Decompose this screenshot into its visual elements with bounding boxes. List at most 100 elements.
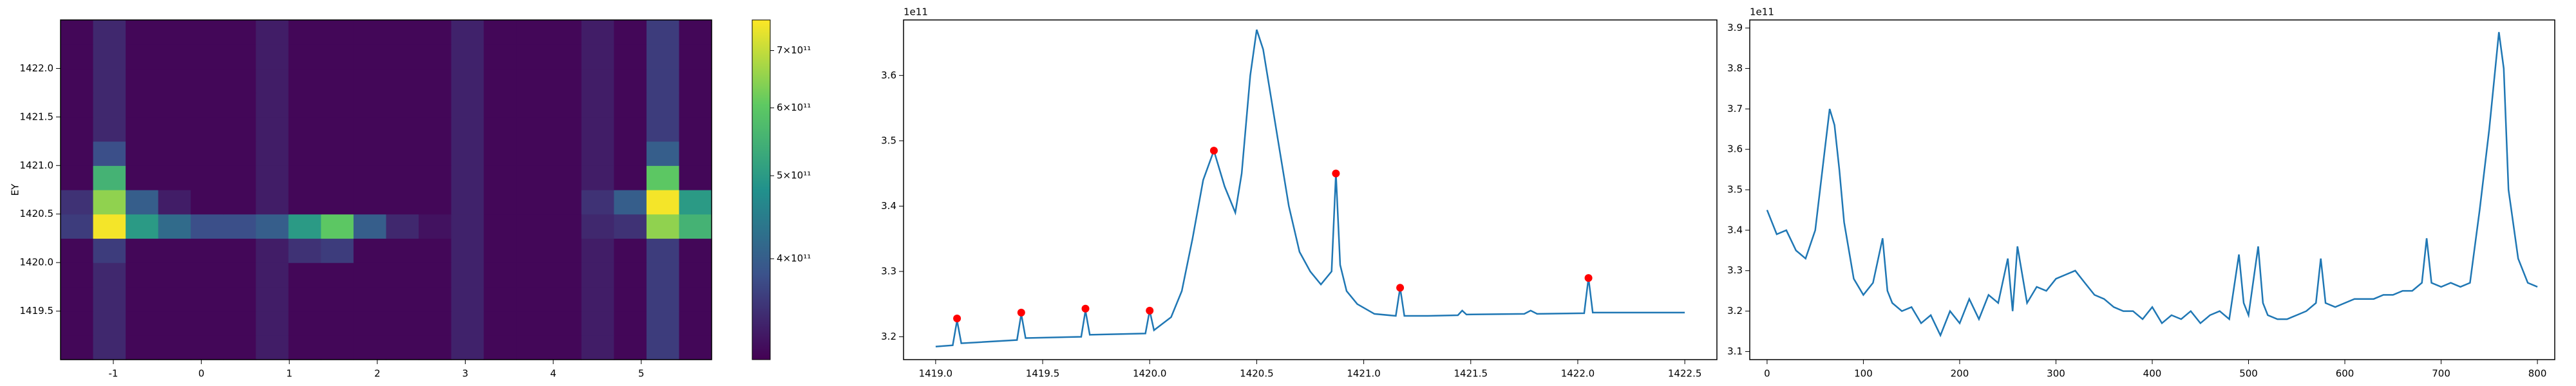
heatmap-cell (61, 93, 94, 118)
y-tick-label: 3.5 (1727, 184, 1743, 196)
heatmap-cell (484, 20, 517, 45)
heatmap-cell (223, 286, 256, 312)
heatmap-cell (646, 311, 680, 336)
heatmap-cell (419, 190, 452, 215)
heatmap-cell (419, 116, 452, 142)
heatmap-cell (451, 68, 484, 93)
heatmap-cell (549, 68, 582, 93)
heatmap-cell (451, 238, 484, 263)
heatmap-cell (484, 262, 517, 288)
heatmap-cell (126, 311, 159, 336)
y-tick-label: 3.6 (1727, 143, 1743, 155)
heatmap-cell (484, 116, 517, 142)
heatmap-cell (386, 20, 419, 45)
heatmap-cell (158, 141, 191, 166)
heatmap-cell (321, 214, 354, 239)
heatmap-cell (484, 286, 517, 312)
axes-frame (903, 19, 1718, 360)
peak-marker (1146, 306, 1154, 315)
heatmap-cell (679, 238, 712, 263)
heatmap-cell (256, 44, 289, 69)
heatmap-cell (516, 214, 549, 239)
heatmap-cell (549, 190, 582, 215)
heatmap-cell (549, 165, 582, 190)
heatmap-cell (484, 68, 517, 93)
heatmap-cell (61, 116, 94, 142)
heatmap-cell (484, 141, 517, 166)
heatmap-cell (191, 214, 224, 239)
heatmap-cell (158, 335, 191, 360)
heatmap-cell (646, 44, 680, 69)
heatmap-cell (516, 20, 549, 45)
heatmap-cell (516, 311, 549, 336)
heatmap-cell (679, 68, 712, 93)
heatmap-cell (581, 68, 614, 93)
peak-marker (1209, 147, 1218, 155)
heatmap-cell (353, 190, 387, 215)
heatmap-cell (516, 262, 549, 288)
heatmap-cell (256, 214, 289, 239)
heatmap-cell (386, 93, 419, 118)
heatmap-cell (126, 165, 159, 190)
heatmap-cell (93, 311, 126, 336)
heatmap-cell (93, 335, 126, 360)
heatmap-cell (288, 20, 321, 45)
heatmap-cell (679, 262, 712, 288)
heatmap-cell (386, 238, 419, 263)
heatmap-cell (516, 238, 549, 263)
peak-marker (1584, 274, 1593, 282)
peak-marker (1017, 308, 1025, 317)
heatmap-cell (679, 190, 712, 215)
heatmap-cell (646, 141, 680, 166)
heatmap-cell (614, 68, 647, 93)
heatmap-cell (191, 93, 224, 118)
heatmap-cell (386, 190, 419, 215)
heatmap-cell (93, 116, 126, 142)
heatmap-cell (614, 116, 647, 142)
heatmap-cell (614, 335, 647, 360)
heatmap-cell (256, 262, 289, 288)
heatmap-cell (353, 238, 387, 263)
heatmap-cell (614, 190, 647, 215)
y-tick-label: 1421.0 (20, 160, 54, 171)
heatmap-cell (679, 141, 712, 166)
heatmap-cell (353, 44, 387, 69)
y-tick-label: 3.4 (881, 200, 896, 212)
x-tick-label: 300 (2047, 368, 2065, 380)
heatmap-cell (223, 20, 256, 45)
heatmap-cell (484, 311, 517, 336)
heatmap-cell (191, 262, 224, 288)
x-tick-label: 2 (374, 368, 381, 380)
heatmap-cell (581, 238, 614, 263)
heatmap-cell (484, 190, 517, 215)
x-tick-label: 1422.5 (1668, 368, 1702, 380)
peak-marker (1396, 284, 1405, 292)
heatmap-cell (353, 214, 387, 239)
heatmap-cell (256, 286, 289, 312)
heatmap-cell (61, 335, 94, 360)
heatmap-cell (321, 20, 354, 45)
heatmap-cell (321, 68, 354, 93)
heatmap-cell (516, 335, 549, 360)
heatmap-cell (191, 116, 224, 142)
heatmap-cell (288, 286, 321, 312)
heatmap-cell (614, 141, 647, 166)
heatmap-cell (581, 335, 614, 360)
heatmap-cell (353, 20, 387, 45)
offset-label: 1e11 (1750, 6, 1774, 18)
heatmap-cell (256, 238, 289, 263)
heatmap-cell (191, 190, 224, 215)
heatmap-cell (581, 44, 614, 69)
heatmap-cell (321, 335, 354, 360)
heatmap-cell (61, 20, 94, 45)
y-tick-label: 1421.5 (20, 111, 54, 122)
heatmap-cell (126, 335, 159, 360)
heatmap-cell (646, 286, 680, 312)
colorbar-tick-label: 4×10¹¹ (777, 253, 811, 264)
heatmap-cell (321, 311, 354, 336)
peak-marker (1081, 304, 1090, 313)
x-tick-label: 500 (2239, 368, 2258, 380)
heatmap-cell (191, 165, 224, 190)
heatmap-cell (158, 311, 191, 336)
heatmap-cell (158, 93, 191, 118)
